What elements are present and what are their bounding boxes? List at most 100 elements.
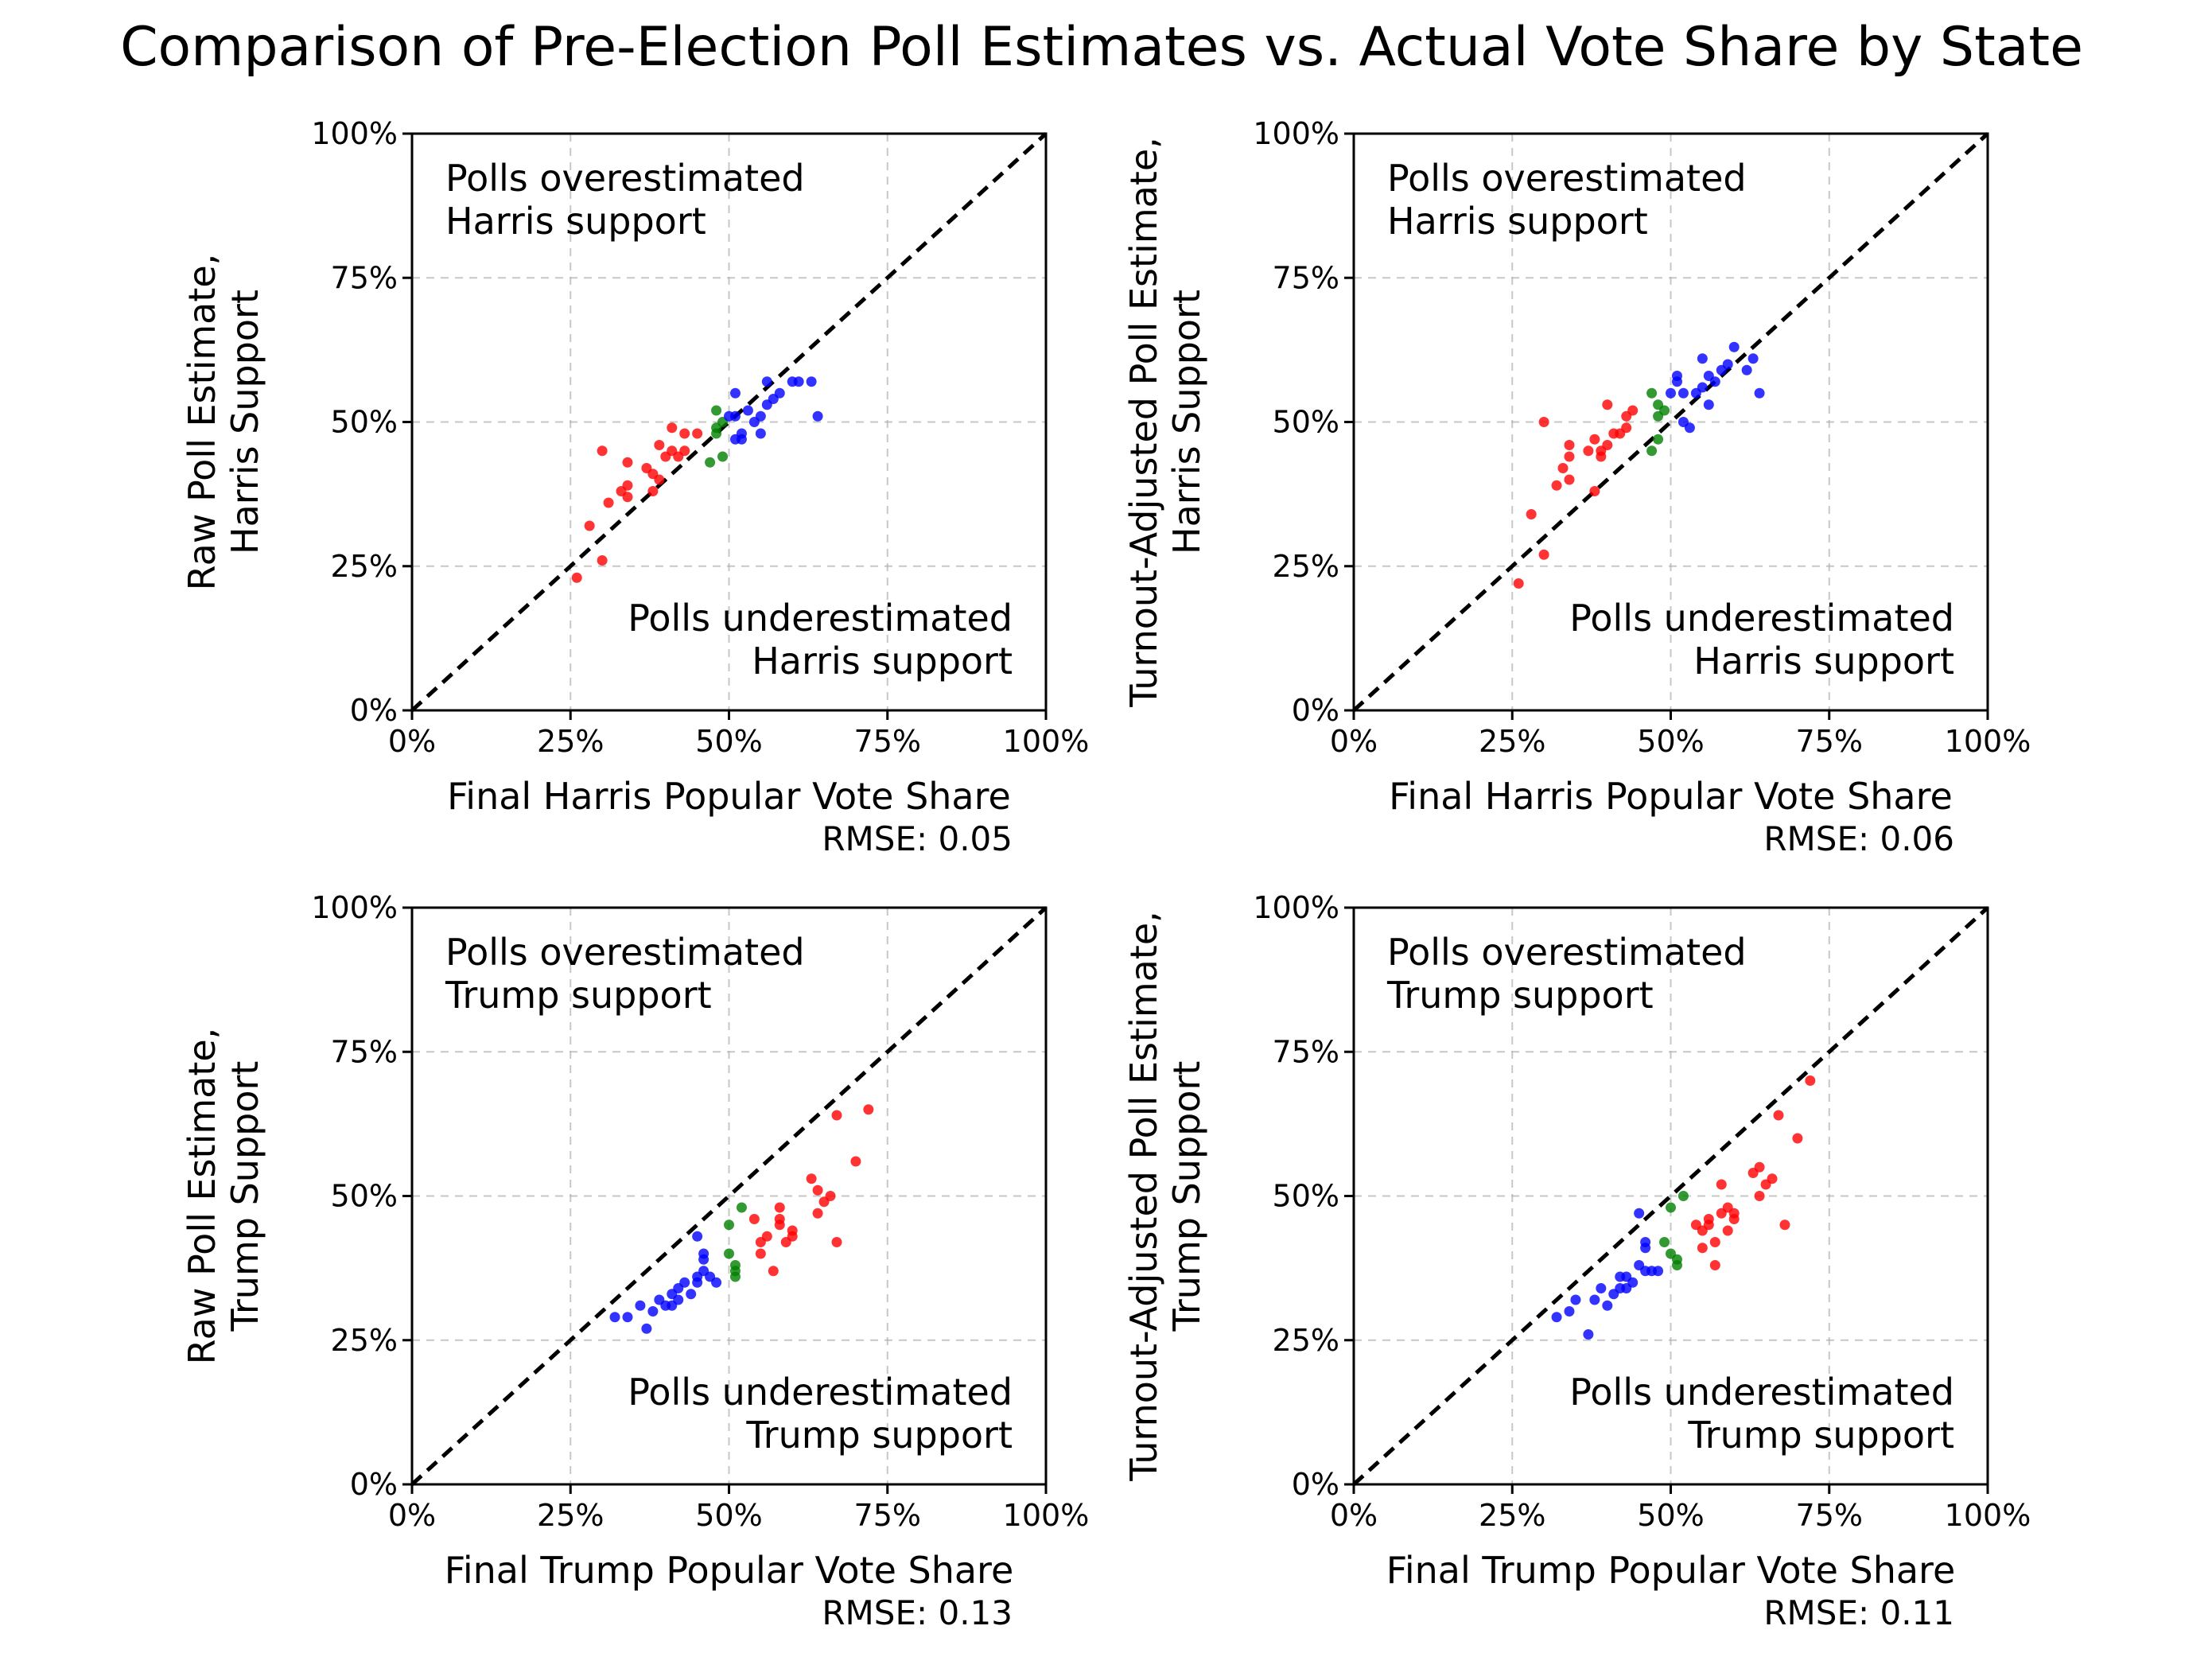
x-tick-label: 50%: [695, 1498, 762, 1533]
data-point-republican: [1564, 451, 1575, 462]
data-point-democratic: [774, 387, 785, 399]
y-tick-label: 50%: [1273, 1179, 1339, 1214]
y-tick-label: 50%: [331, 405, 398, 440]
data-point-democratic: [1703, 399, 1714, 410]
data-point-republican: [647, 486, 659, 496]
data-point-swing: [1677, 1191, 1689, 1201]
x-tick-label: 25%: [1479, 1498, 1545, 1533]
data-point-republican: [1589, 434, 1600, 445]
data-point-republican: [1583, 445, 1594, 457]
reference-diagonal-line: [410, 906, 1048, 1486]
x-axis-label: Final Trump Popular Vote Share: [1386, 1549, 1956, 1592]
data-point-democratic: [1697, 353, 1708, 364]
data-point-republican: [806, 1173, 817, 1184]
data-point-democratic: [812, 410, 823, 422]
data-point-republican: [755, 1248, 766, 1259]
annotation-overestimated-line: Harris support: [445, 200, 706, 243]
data-point-democratic: [1666, 387, 1676, 399]
data-point-republican: [1589, 486, 1600, 496]
data-point-republican: [1602, 399, 1613, 410]
data-point-republican: [597, 445, 608, 457]
data-point-democratic: [1709, 376, 1720, 387]
reference-diagonal-line: [1352, 132, 1989, 712]
data-point-democratic: [1741, 364, 1752, 375]
data-point-republican: [679, 445, 690, 457]
data-point-democratic: [673, 1294, 684, 1305]
data-point-republican: [622, 457, 633, 468]
data-point-republican: [1716, 1179, 1727, 1190]
y-axis-label-line: Harris Support: [224, 290, 266, 554]
x-tick-label: 50%: [1637, 724, 1704, 759]
annotation-underestimated-line: Harris support: [1693, 640, 1954, 683]
data-point-democratic: [679, 1277, 690, 1288]
y-axis-label-line: Harris Support: [1165, 290, 1208, 554]
data-point-swing: [729, 1266, 741, 1277]
figure-title: Comparison of Pre-Election Poll Estimate…: [120, 16, 2083, 79]
y-tick-label: 50%: [1273, 405, 1339, 440]
data-point-republican: [1596, 445, 1607, 457]
data-point-republican: [774, 1202, 785, 1213]
data-point-democratic: [1602, 1300, 1613, 1311]
data-point-democratic: [724, 410, 734, 422]
data-point-swing: [705, 457, 716, 468]
data-point-swing: [1666, 1202, 1676, 1213]
data-point-democratic: [692, 1271, 703, 1282]
x-tick-label: 0%: [388, 724, 436, 759]
data-point-republican: [1773, 1110, 1784, 1121]
annotation-underestimated-line: Polls underestimated: [1569, 597, 1954, 640]
data-point-democratic: [641, 1323, 652, 1334]
y-tick-label: 0%: [1292, 1467, 1339, 1502]
x-tick-label: 50%: [695, 724, 762, 759]
rmse-label: RMSE: 0.05: [822, 819, 1013, 858]
y-tick-label: 0%: [1292, 693, 1339, 728]
y-axis-label: Turnout-Adjusted Poll Estimate,Trump Sup…: [1122, 911, 1208, 1482]
data-point-democratic: [1684, 422, 1695, 434]
y-axis-label: Turnout-Adjusted Poll Estimate,Harris Su…: [1122, 137, 1208, 708]
data-point-democratic: [1697, 382, 1708, 393]
chart-panel-4: 0%0% 25% 25% 50% 50% 75% 75% 100% 100% Final Trum…: [1122, 890, 2031, 1632]
data-point-republican: [654, 474, 665, 485]
data-point-republican: [1513, 578, 1524, 589]
data-point-democratic: [1671, 376, 1682, 387]
annotation-overestimated-line: Trump support: [1386, 974, 1654, 1017]
data-point-democratic: [1640, 1243, 1651, 1254]
data-point-republican: [1728, 1214, 1740, 1224]
data-point-democratic: [736, 434, 747, 445]
data-point-democratic: [1677, 387, 1689, 399]
data-point-republican: [1627, 405, 1639, 416]
data-point-democratic: [1653, 1266, 1664, 1277]
chart-panel-1: 0%0% 25% 25% 50% 50% 75% 75% 100% 100% Final Harr…: [181, 116, 1089, 858]
annotation-underestimated-line: Trump support: [1687, 1414, 1954, 1457]
x-tick-label: 0%: [1330, 724, 1378, 759]
x-tick-label: 50%: [1637, 1498, 1704, 1533]
rmse-label: RMSE: 0.13: [822, 1593, 1013, 1632]
data-point-swing: [724, 1248, 734, 1259]
annotation-overestimated-line: Polls overestimated: [445, 157, 805, 200]
data-point-republican: [603, 497, 614, 508]
data-point-democratic: [806, 376, 817, 387]
data-point-republican: [1564, 440, 1575, 450]
data-point-republican: [1703, 1219, 1714, 1231]
data-point-democratic: [761, 376, 772, 387]
y-tick-label: 25%: [331, 1323, 398, 1358]
data-point-republican: [787, 1225, 798, 1236]
data-point-democratic: [1627, 1277, 1639, 1288]
data-point-republican: [1551, 480, 1562, 491]
data-point-democratic: [742, 405, 753, 416]
y-tick-label: 0%: [350, 1467, 398, 1502]
annotation-overestimated: Polls overestimated Trump support: [1386, 931, 1747, 1017]
data-point-swing: [736, 1202, 747, 1213]
annotation-overestimated-line: Harris support: [1387, 200, 1648, 243]
data-point-democratic: [1564, 1306, 1575, 1317]
y-axis-label: Raw Poll Estimate,Harris Support: [181, 254, 266, 591]
annotation-underestimated-line: Polls underestimated: [1569, 1371, 1954, 1414]
data-point-democratic: [1728, 341, 1740, 352]
annotation-overestimated: Polls overestimated Harris support: [445, 157, 805, 243]
data-point-republican: [812, 1184, 823, 1196]
data-point-democratic: [729, 387, 741, 399]
data-point-democratic: [1747, 353, 1759, 364]
data-point-republican: [622, 480, 633, 491]
data-point-republican: [1722, 1225, 1733, 1236]
y-axis-label-line: Raw Poll Estimate,: [181, 1028, 224, 1365]
